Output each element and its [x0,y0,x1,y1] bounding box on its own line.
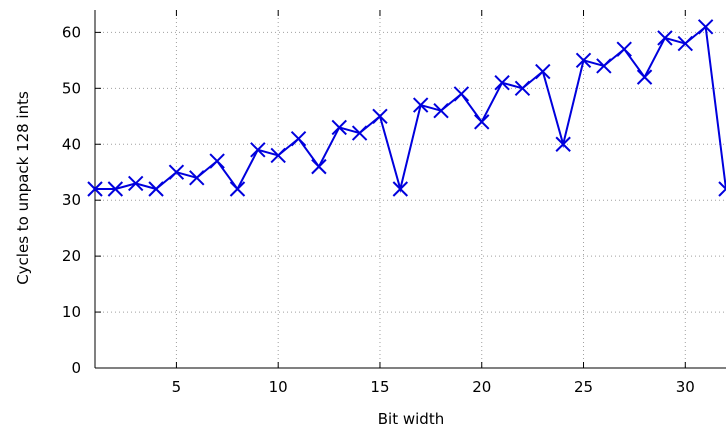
data-point [189,170,205,186]
data-point [555,136,571,152]
data-point [351,125,368,141]
x-tick-label: 25 [574,378,593,396]
data-point [168,164,185,180]
data-point [433,102,449,119]
data-point [270,147,286,164]
data-point [514,80,531,97]
data-point [290,130,307,147]
data-point [412,97,429,113]
x-axis-label: Bit width [378,410,444,428]
data-point [718,181,726,197]
data-point [474,114,490,130]
data-point [575,52,592,69]
x-tick-label: 10 [269,378,288,396]
x-tick-label: 5 [172,378,182,396]
y-tick-label: 30 [62,191,81,209]
data-point [209,153,225,169]
y-tick-label: 0 [71,359,81,377]
data-point [677,35,693,52]
y-tick-label: 50 [62,79,81,97]
y-axis-label: Cycles to unpack 128 ints [14,91,32,285]
data-point [535,63,551,80]
data-point [331,119,347,136]
series-line [95,24,726,193]
data-point [697,19,714,35]
data-point [392,181,409,197]
data-point [494,75,510,91]
grid-layer [95,10,726,368]
y-tick-label: 40 [62,135,81,153]
x-tick-label: 30 [676,378,695,396]
data-point [657,30,673,46]
data-point [250,142,266,158]
y-tick-label: 20 [62,247,81,265]
series-layer [87,19,726,197]
data-point [596,58,612,74]
ticks-layer: 5 10 15 20 25 30 0 10 20 30 40 50 60 [62,10,695,396]
data-point [87,181,103,197]
data-point [107,181,124,197]
axes-layer [94,10,726,369]
data-point [148,181,164,197]
data-point [128,175,144,192]
data-point [311,158,327,175]
data-point [372,108,388,124]
data-point [453,86,470,102]
x-tick-label: 20 [472,378,491,396]
data-point [616,41,632,57]
data-point [229,181,246,197]
y-tick-label: 60 [62,23,81,41]
y-tick-label: 10 [62,303,81,321]
x-tick-label: 15 [370,378,389,396]
data-point [636,69,653,85]
